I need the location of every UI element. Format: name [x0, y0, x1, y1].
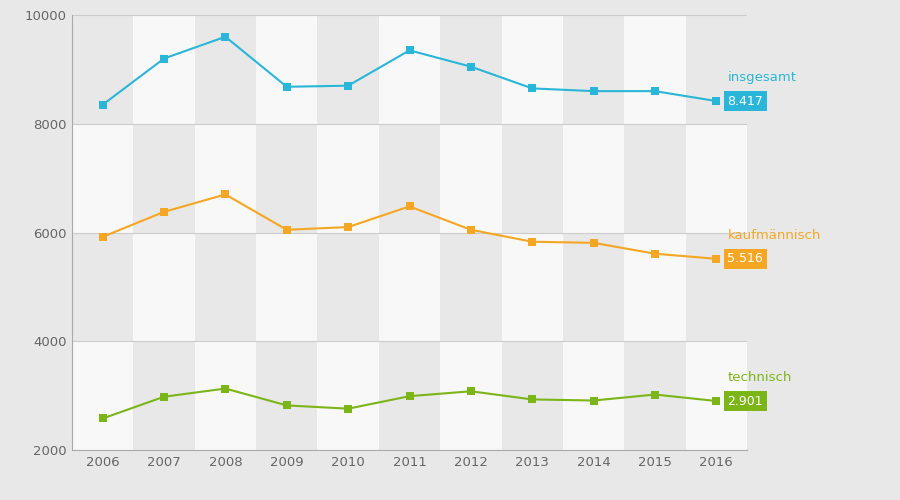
Text: 5.516: 5.516 — [727, 252, 763, 266]
Bar — [318, 341, 379, 450]
Bar — [440, 124, 501, 232]
Bar — [686, 232, 747, 341]
Bar — [72, 232, 133, 341]
Bar — [562, 15, 625, 124]
Bar — [133, 124, 194, 232]
Bar — [440, 341, 501, 450]
Bar — [625, 15, 686, 124]
Bar — [686, 15, 747, 124]
Bar — [440, 232, 501, 341]
Text: technisch: technisch — [727, 372, 792, 384]
Bar — [379, 15, 440, 124]
Bar — [440, 15, 501, 124]
Bar — [379, 124, 440, 232]
Bar — [562, 341, 625, 450]
Bar — [501, 124, 562, 232]
Bar — [501, 15, 562, 124]
Bar — [379, 341, 440, 450]
Bar — [72, 15, 133, 124]
Bar — [194, 341, 256, 450]
Bar — [72, 124, 133, 232]
Bar — [318, 232, 379, 341]
Bar — [562, 232, 625, 341]
Bar — [379, 232, 440, 341]
Bar — [625, 341, 686, 450]
Bar — [194, 15, 256, 124]
Bar — [686, 341, 747, 450]
Text: 8.417: 8.417 — [727, 94, 763, 108]
Bar — [194, 124, 256, 232]
Bar — [501, 232, 562, 341]
Bar — [501, 341, 562, 450]
Bar — [686, 124, 747, 232]
Bar — [194, 232, 256, 341]
Bar — [256, 15, 318, 124]
Text: 2.901: 2.901 — [727, 394, 763, 407]
Bar — [625, 124, 686, 232]
Text: kaufmännisch: kaufmännisch — [727, 229, 821, 242]
Bar — [318, 124, 379, 232]
Bar — [133, 341, 194, 450]
Bar — [133, 15, 194, 124]
Bar — [256, 232, 318, 341]
Bar — [72, 341, 133, 450]
Bar — [256, 341, 318, 450]
Bar — [625, 232, 686, 341]
Bar — [562, 124, 625, 232]
Text: insgesamt: insgesamt — [727, 72, 796, 85]
Bar — [318, 15, 379, 124]
Bar — [133, 232, 194, 341]
Bar — [256, 124, 318, 232]
